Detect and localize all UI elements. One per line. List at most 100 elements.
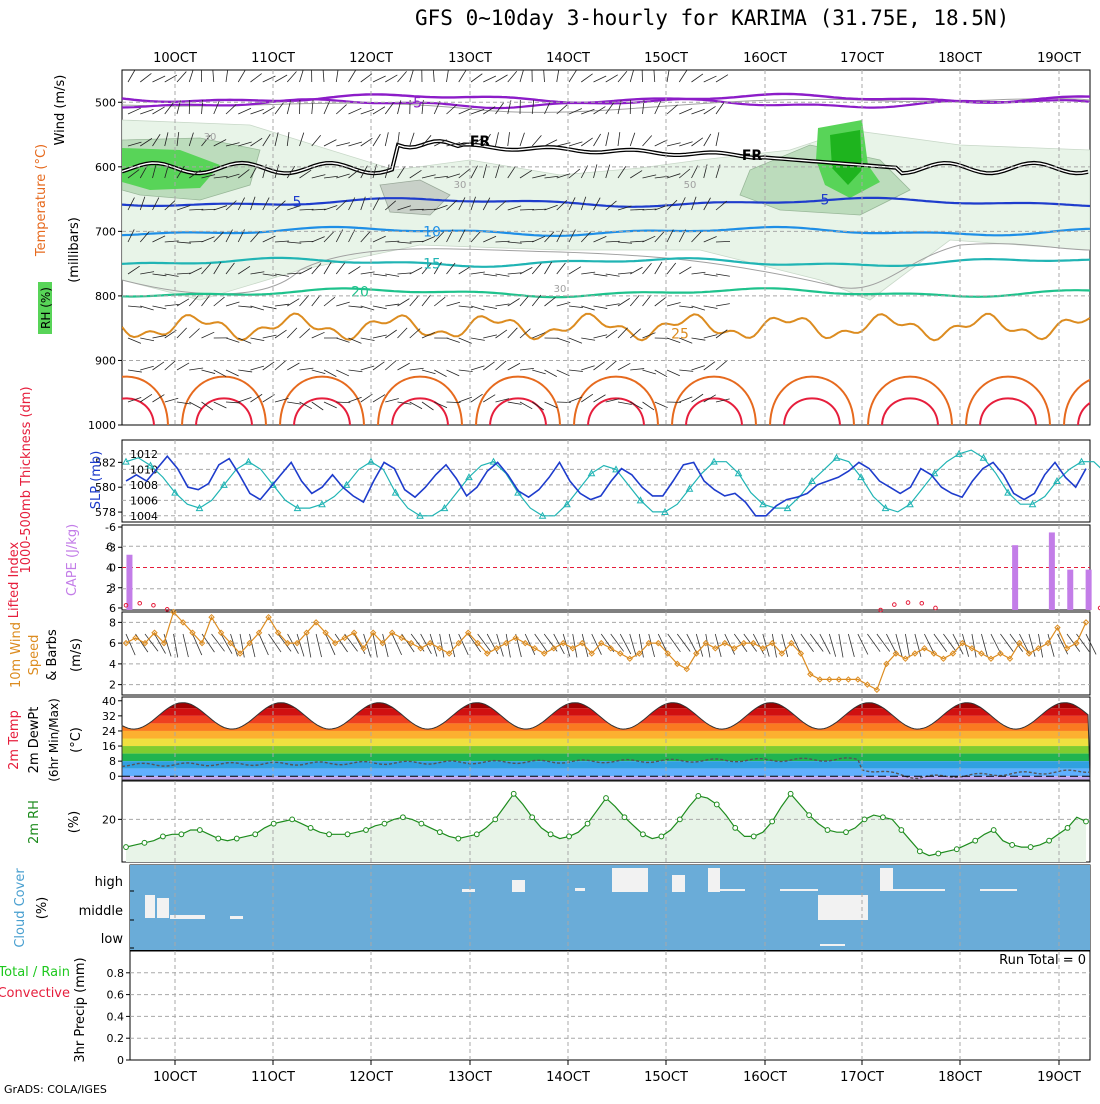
wind-barb	[214, 402, 227, 408]
cape-tick-label: 6	[106, 540, 113, 553]
wind-barb	[679, 306, 693, 308]
rh-point	[825, 828, 830, 833]
y-tick-label: 1000	[88, 419, 116, 432]
wind-barb	[153, 335, 167, 338]
cape-tick-label: 2	[106, 583, 113, 596]
rh-point	[899, 828, 904, 833]
wind-barb	[692, 306, 705, 310]
temp-band	[122, 723, 1090, 731]
slp-tick-label: 1006	[130, 494, 158, 507]
li-point	[920, 601, 924, 605]
rh-point	[677, 817, 682, 822]
isotherm-35-loop	[490, 398, 546, 425]
x-tick-label-top: 13OCT	[448, 51, 492, 66]
wind-barb	[128, 70, 135, 82]
y-tick-label: 24	[102, 725, 116, 738]
credit-label: GrADS: COLA/IGES	[4, 1083, 107, 1096]
rh-point	[382, 821, 387, 826]
contour-label: 15	[423, 256, 441, 272]
contour-label: -5	[408, 96, 422, 112]
wind-barb	[238, 306, 252, 307]
wind-barb	[545, 140, 558, 146]
ylabel-rh: RH (%)	[39, 287, 53, 329]
wind-barb	[312, 402, 323, 410]
wind-barb	[385, 274, 399, 276]
rh-point	[659, 834, 664, 839]
ylabel-slp: SLP (mb)	[89, 451, 104, 510]
ylabel-precip: 3hr Precip (mm)	[73, 957, 88, 1062]
wind-barb	[594, 134, 601, 146]
wind-barb	[630, 69, 634, 82]
x-tick-label-top: 11OCT	[251, 51, 295, 66]
temp-band	[122, 708, 1090, 716]
isotherm-30-loop	[672, 377, 756, 425]
rh-point	[456, 836, 461, 841]
temp-band	[122, 761, 1090, 769]
ylabel-wind10-a: 10m Wind	[9, 622, 24, 688]
x-tick-label-bottom: 10OCT	[153, 1070, 197, 1085]
contour-label: 30	[454, 180, 467, 191]
cloud-clear-gap	[512, 880, 525, 892]
rh-point	[216, 836, 221, 841]
wind-barb	[496, 75, 508, 82]
wind-barb	[422, 370, 435, 374]
wind-barb	[410, 267, 422, 274]
wind-barb	[655, 370, 667, 377]
wind-barb	[177, 299, 189, 306]
rh-point	[197, 828, 202, 833]
rh-point	[161, 834, 166, 839]
wind-barb	[238, 108, 251, 114]
wind-barb	[643, 295, 652, 306]
wind-barb	[704, 134, 711, 146]
cloud-clear-gap	[880, 868, 893, 891]
wind-barb	[324, 297, 335, 306]
rh-point	[807, 813, 812, 818]
wind-barb	[336, 263, 345, 274]
wind-barb	[459, 267, 471, 274]
wind-barb	[177, 328, 187, 338]
rh-point	[1010, 843, 1015, 848]
wind-barb	[336, 105, 346, 114]
wind-barb	[704, 106, 716, 114]
rh-point	[733, 825, 738, 830]
wind-barb	[594, 335, 608, 338]
rh-point	[548, 832, 553, 837]
rh-point	[622, 815, 627, 820]
ylabel-cloud: Cloud Cover	[13, 868, 28, 948]
isotherm-30-loop	[574, 377, 658, 425]
wind-barb	[398, 328, 408, 338]
wind-barb	[214, 370, 226, 377]
temp-band	[122, 716, 1090, 724]
rh-point	[1065, 825, 1070, 830]
rh-point	[493, 817, 498, 822]
wind-barb	[361, 338, 375, 341]
y-tick-label: 20	[102, 813, 116, 826]
wind-barb	[667, 263, 676, 274]
ylabel-cloud-pct: (%)	[35, 897, 50, 920]
wind-barb	[679, 70, 687, 82]
wind-barb	[336, 302, 349, 306]
wind-barb	[140, 306, 153, 310]
wind-barb	[606, 361, 617, 370]
wind-barb	[287, 363, 299, 370]
wind-barb	[373, 274, 387, 276]
cape-tick-label: 4	[106, 562, 113, 575]
wind-barb	[618, 328, 628, 338]
isotherm-35-loop	[882, 398, 938, 425]
temp-band	[122, 739, 1090, 747]
wind-barb	[349, 70, 356, 82]
cloud-clear-gap	[893, 889, 945, 891]
wind-barb	[905, 634, 909, 657]
wind-barb	[398, 299, 410, 306]
wind-barb	[594, 362, 605, 370]
y-tick-label: 900	[95, 354, 116, 367]
rh-point	[567, 834, 572, 839]
wind-barb	[581, 138, 592, 146]
rh-point	[401, 815, 406, 820]
wind-barb	[183, 634, 188, 657]
cloud-clear-gap	[575, 888, 585, 891]
wind-barb	[569, 142, 582, 146]
wind-barb	[496, 304, 510, 306]
y-tick-label: 0.8	[107, 967, 125, 980]
x-tick-label-bottom: 12OCT	[349, 1070, 393, 1085]
